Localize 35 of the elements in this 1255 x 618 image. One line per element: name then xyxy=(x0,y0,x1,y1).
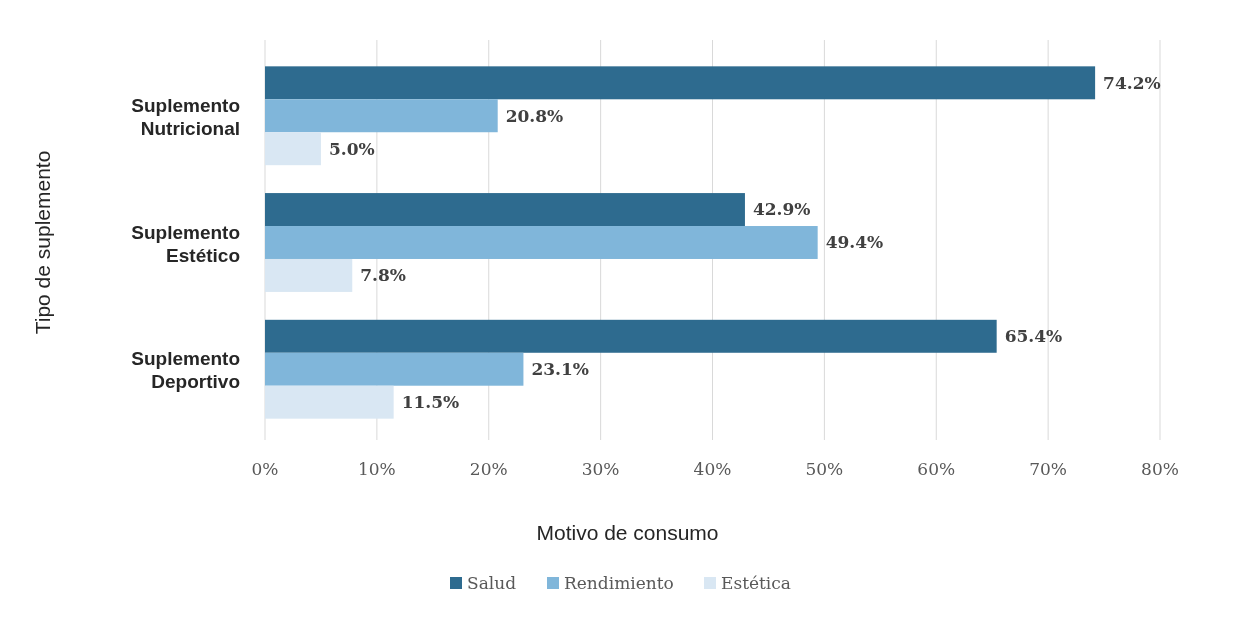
y-axis-title: Tipo de suplemento xyxy=(31,150,54,335)
x-tick-label: 30% xyxy=(581,459,620,479)
data-label: 20.8% xyxy=(505,105,564,126)
x-tick-label: 40% xyxy=(693,459,732,479)
x-tick-label: 80% xyxy=(1141,459,1179,479)
data-label: 7.8% xyxy=(360,265,406,286)
data-label: 65.4% xyxy=(1004,326,1063,347)
bar xyxy=(265,66,1096,100)
data-label: 23.1% xyxy=(531,359,589,380)
x-tick-label: 60% xyxy=(917,459,956,479)
data-label: 42.9% xyxy=(752,199,811,220)
bar xyxy=(265,319,997,353)
bar xyxy=(265,99,498,133)
bar xyxy=(265,226,818,259)
bar xyxy=(265,385,394,419)
data-label: 11.5% xyxy=(401,392,460,413)
y-tick-label: Suplemento Deportivo xyxy=(131,348,240,393)
x-tick-label: 50% xyxy=(805,459,844,479)
bar xyxy=(265,132,321,166)
x-tick-label: 20% xyxy=(469,459,508,479)
legend-label: Estética xyxy=(721,572,791,593)
x-tick-label: 10% xyxy=(357,459,396,479)
bar xyxy=(265,193,745,227)
y-tick-label: Suplemento Estético xyxy=(131,221,240,266)
x-tick-label: 0% xyxy=(251,459,279,479)
data-label: 49.4% xyxy=(825,232,884,253)
data-label: 74.2% xyxy=(1103,72,1161,93)
bar xyxy=(265,258,353,292)
x-axis-title: Motivo de consumo xyxy=(536,521,719,544)
bar xyxy=(265,352,524,386)
data-label: 5.0% xyxy=(328,138,375,159)
x-tick-label: 70% xyxy=(1029,459,1068,479)
y-tick-label: Suplemento Nutricional xyxy=(131,94,240,139)
legend-label: Rendimiento xyxy=(564,572,674,593)
legend-label: Salud xyxy=(467,572,517,593)
